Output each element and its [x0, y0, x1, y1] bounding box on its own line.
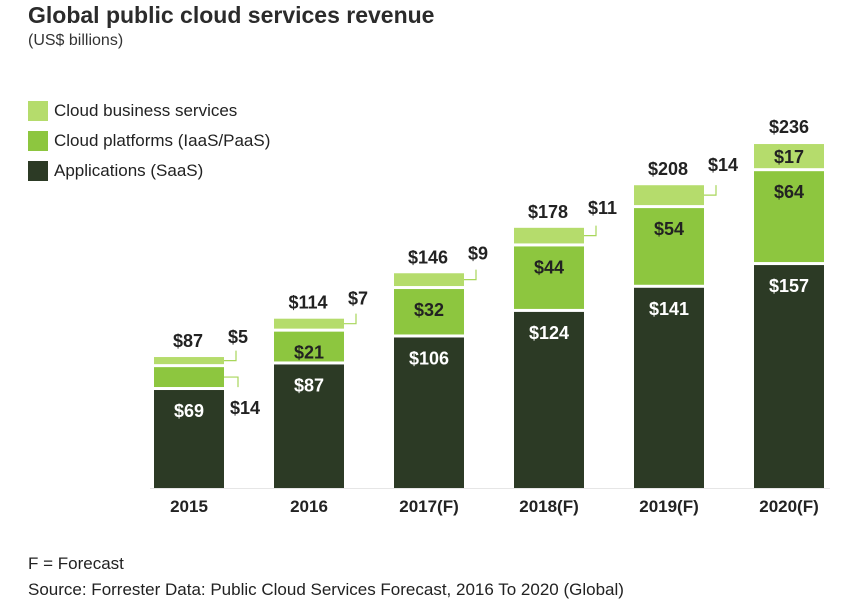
- bar-platforms-1: [274, 331, 344, 362]
- bar-applications-5: [754, 265, 824, 488]
- legend-item-business: Cloud business services: [28, 96, 270, 126]
- data-label-applications-3: $124: [529, 323, 569, 343]
- x-tick-label-5: 2020(F): [759, 497, 819, 516]
- leader-line-platforms-0: [224, 376, 239, 388]
- bar-platforms-4: [634, 208, 704, 285]
- legend-item-applications: Applications (SaaS): [28, 156, 270, 186]
- bar-business-4: [634, 185, 704, 206]
- bar-platforms-5: [754, 171, 824, 263]
- x-tick-label-2: 2017(F): [399, 497, 459, 516]
- total-label-3: $178: [528, 202, 568, 222]
- bar-applications-0: [154, 390, 224, 488]
- data-label-platforms-5: $64: [774, 182, 804, 202]
- data-label-applications-1: $87: [294, 375, 324, 395]
- data-label-applications-5: $157: [769, 276, 809, 296]
- leader-line-business-3: [584, 225, 597, 237]
- bar-platforms-2: [394, 289, 464, 335]
- legend-item-platforms: Cloud platforms (IaaS/PaaS): [28, 126, 270, 156]
- data-label-applications-4: $141: [649, 299, 689, 319]
- bar-business-5: [754, 144, 824, 169]
- bar-business-0: [154, 357, 224, 365]
- data-label-business-4: $14: [708, 155, 738, 175]
- bar-platforms-3: [514, 246, 584, 309]
- legend-label-business: Cloud business services: [54, 101, 238, 120]
- total-label-4: $208: [648, 159, 688, 179]
- total-label-5: $236: [769, 117, 809, 137]
- x-tick-label-0: 2015: [170, 497, 208, 516]
- legend: Cloud business services Cloud platforms …: [28, 96, 270, 186]
- total-label-1: $114: [288, 293, 327, 313]
- bar-applications-3: [514, 311, 584, 488]
- bar-applications-2: [394, 337, 464, 488]
- data-label-business-2: $9: [468, 243, 488, 263]
- bar-platforms-0: [154, 367, 224, 388]
- x-tick-label-4: 2019(F): [639, 497, 699, 516]
- leader-line-business-0: [224, 350, 237, 362]
- data-label-applications-2: $106: [409, 348, 449, 368]
- bar-business-3: [514, 227, 584, 244]
- bar-applications-1: [274, 364, 344, 488]
- data-label-platforms-2: $32: [414, 300, 444, 320]
- data-label-business-0: $5: [228, 327, 248, 347]
- legend-label-applications: Applications (SaaS): [54, 161, 204, 180]
- leader-line-business-1: [344, 313, 357, 325]
- bar-business-2: [394, 273, 464, 287]
- bar-applications-4: [634, 287, 704, 488]
- data-label-applications-0: $69: [174, 401, 204, 421]
- total-label-0: $87: [173, 331, 203, 351]
- leader-line-business-2: [464, 269, 477, 281]
- data-label-platforms-1: $21: [294, 343, 324, 363]
- data-label-business-1: $7: [348, 289, 368, 309]
- chart-subtitle: (US$ billions): [28, 32, 124, 49]
- legend-swatch-platforms: [28, 131, 48, 151]
- leader-line-business-4: [704, 185, 717, 196]
- data-label-business-3: $11: [588, 198, 617, 218]
- legend-swatch-business: [28, 101, 48, 121]
- data-label-business-5: $17: [774, 147, 804, 167]
- source-note: Source: Forrester Data: Public Cloud Ser…: [28, 580, 624, 599]
- x-tick-label-1: 2016: [290, 497, 328, 516]
- bar-business-1: [274, 318, 344, 329]
- data-label-platforms-0: $14: [230, 398, 260, 418]
- forecast-footnote: F = Forecast: [28, 554, 124, 573]
- chart-title: Global public cloud services revenue: [28, 2, 435, 28]
- data-label-platforms-4: $54: [654, 219, 684, 239]
- x-tick-label-3: 2018(F): [519, 497, 579, 516]
- legend-swatch-applications: [28, 161, 48, 181]
- legend-label-platforms: Cloud platforms (IaaS/PaaS): [54, 131, 271, 150]
- total-label-2: $146: [408, 247, 448, 267]
- data-label-platforms-3: $44: [534, 257, 564, 277]
